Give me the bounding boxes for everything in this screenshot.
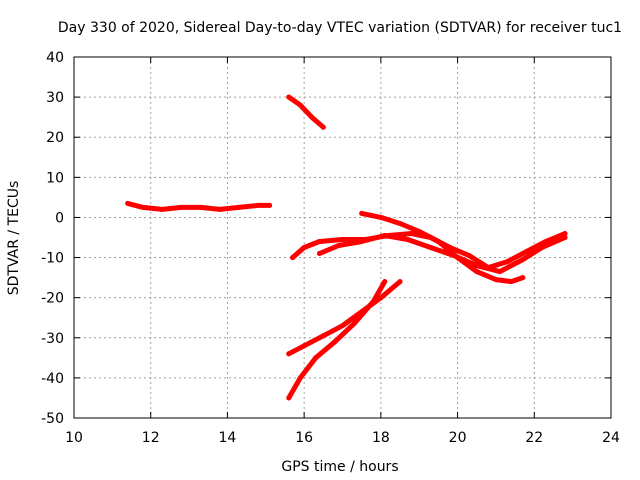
data-point (562, 235, 568, 240)
data-point (504, 259, 510, 265)
data-point (340, 237, 345, 242)
data-point (539, 245, 545, 250)
x-tick-label: 20 (449, 430, 467, 446)
data-point (520, 257, 526, 263)
data-point (474, 263, 480, 269)
data-point (416, 229, 422, 234)
y-tick-label: 0 (55, 210, 64, 226)
data-point (336, 243, 342, 248)
data-point (267, 202, 273, 208)
data-point (297, 102, 303, 108)
series-line-track-7 (286, 279, 388, 401)
data-point (297, 375, 303, 381)
data-point (497, 269, 503, 275)
data-point (332, 339, 338, 345)
data-point (351, 321, 357, 327)
data-point (178, 204, 184, 210)
data-point (340, 323, 345, 329)
data-point (382, 233, 388, 238)
data-point (317, 239, 322, 244)
data-point (524, 249, 530, 254)
data-point (286, 395, 292, 401)
data-point (397, 279, 403, 285)
x-tick-label: 22 (525, 430, 543, 446)
y-tick-label: -50 (41, 411, 64, 427)
data-point (382, 279, 388, 285)
data-point (309, 114, 315, 120)
x-tick-label: 18 (372, 430, 390, 446)
data-point (474, 269, 480, 275)
data-point (159, 206, 165, 212)
x-tick-label: 14 (219, 430, 237, 446)
data-point (313, 355, 319, 361)
plot-frame (73, 56, 612, 419)
data-point (198, 204, 204, 210)
y-tick-label: -40 (41, 371, 64, 387)
data-point (493, 277, 499, 283)
data-point (301, 343, 307, 349)
data-point (428, 245, 434, 250)
data-point (508, 279, 514, 285)
y-tick-label: -10 (41, 251, 64, 267)
data-point (217, 206, 223, 212)
data-series (125, 94, 568, 401)
series-line-track-2 (286, 94, 326, 130)
data-point (286, 94, 292, 100)
x-tick-label: 24 (602, 430, 620, 446)
chart-title: Day 330 of 2020, Sidereal Day-to-day VTE… (58, 20, 622, 36)
x-tick-label: 10 (65, 430, 83, 446)
y-axis-label: SDTVAR / TECUs (6, 181, 22, 296)
data-point (562, 231, 568, 236)
series-line-track-6 (286, 279, 403, 357)
series-line-track-5 (359, 210, 526, 285)
data-point (320, 333, 326, 339)
y-tick-label: -30 (41, 331, 64, 347)
data-point (301, 245, 307, 250)
axis-ticks: 10 12 14 16 18 20 22 24 40 30 20 10 0 -10 -20 -30 -40 -50 (41, 50, 620, 446)
data-point (466, 253, 472, 258)
data-point (520, 275, 526, 281)
data-point (317, 251, 322, 256)
data-point (370, 299, 376, 305)
data-point (397, 221, 403, 226)
y-tick-label: 10 (46, 170, 64, 186)
x-axis-label: GPS time / hours (281, 459, 398, 475)
data-point (378, 214, 384, 220)
data-point (236, 204, 242, 210)
data-point (255, 202, 261, 208)
data-point (409, 231, 414, 236)
data-point (359, 210, 365, 216)
data-point (455, 255, 461, 261)
data-point (359, 239, 365, 244)
data-point (290, 255, 296, 261)
x-tick-label: 12 (142, 430, 160, 446)
y-tick-label: -20 (41, 291, 64, 307)
y-tick-label: 30 (46, 90, 64, 106)
data-point (405, 237, 411, 242)
series-line-track-4 (317, 233, 568, 275)
data-point (378, 295, 384, 301)
gridlines (74, 57, 611, 418)
data-point (320, 124, 326, 130)
data-point (435, 239, 441, 244)
x-tick-label: 16 (295, 430, 313, 446)
data-point (286, 351, 292, 357)
data-point (140, 204, 146, 210)
y-tick-label: 40 (46, 50, 64, 66)
data-point (125, 200, 131, 206)
y-tick-label: 20 (46, 130, 64, 146)
